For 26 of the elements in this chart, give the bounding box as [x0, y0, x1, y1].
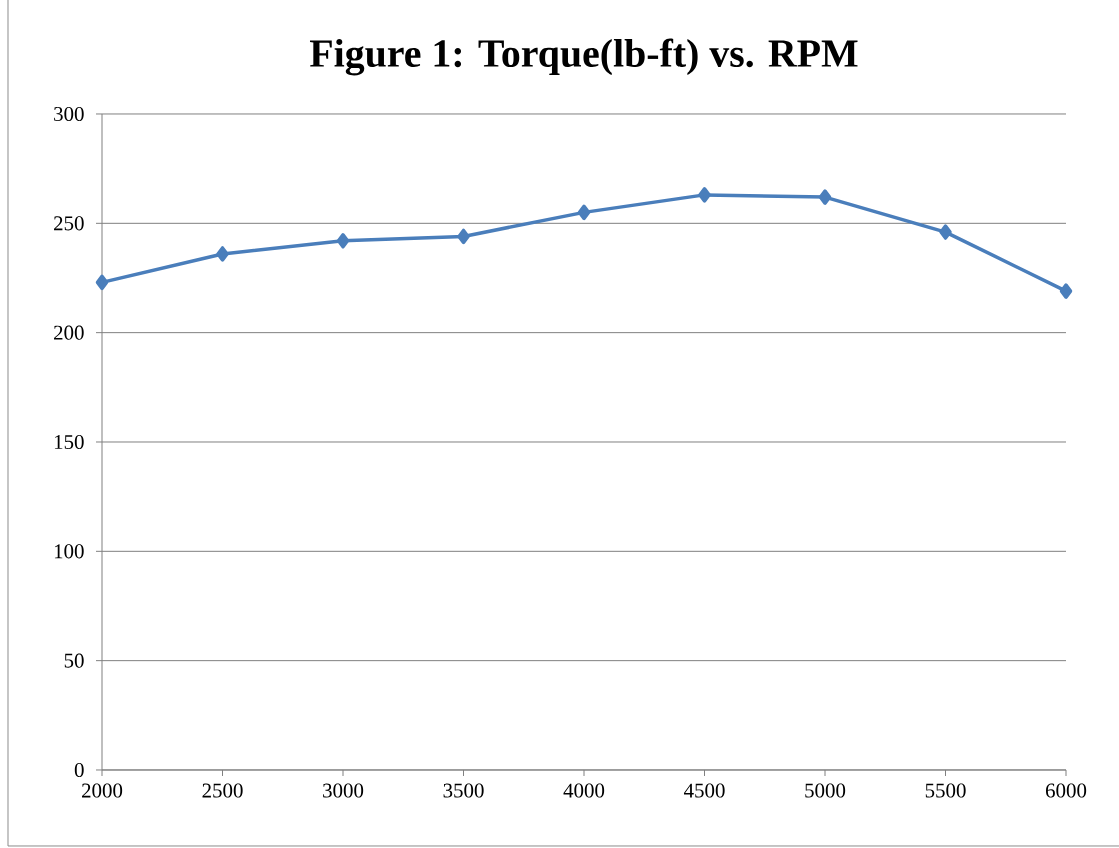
point [216, 246, 229, 262]
x-tick-label: 5500 [925, 783, 966, 798]
x-tick-label: 4500 [684, 783, 725, 798]
y-tick-label: 100 [54, 544, 84, 559]
y-tick-label: 250 [54, 216, 84, 231]
point [939, 224, 952, 240]
x-tick-label: 5000 [805, 783, 846, 798]
x-tick-label: 6000 [1046, 783, 1087, 798]
point [336, 233, 350, 249]
point [1059, 283, 1073, 299]
point [457, 228, 470, 245]
x-tick-label: 2000 [82, 783, 123, 798]
point [577, 204, 591, 221]
chart-title: Figure 1: Torque(lb-ft) vs. RPM [310, 38, 858, 76]
y-tick-label: 300 [54, 106, 84, 122]
x-tick-label: 3000 [323, 783, 364, 798]
point [698, 187, 711, 203]
x-tick-label: 2500 [202, 783, 243, 798]
y-tick-label: 200 [54, 325, 84, 340]
y-tick-label: 50 [64, 653, 84, 668]
y-tick-label: 0 [74, 762, 84, 778]
x-tick-label: 4000 [563, 783, 605, 798]
y-tick-label: 150 [54, 434, 84, 450]
point [95, 274, 109, 291]
x-tick-label: 3500 [443, 783, 484, 798]
point [818, 189, 832, 205]
